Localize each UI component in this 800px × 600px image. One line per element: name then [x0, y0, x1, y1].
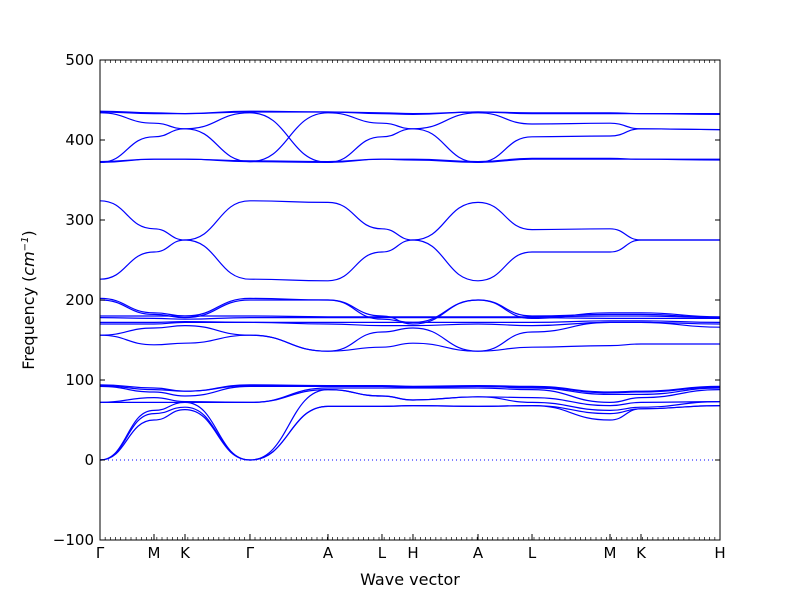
y-tick-label: 400 [65, 131, 94, 149]
band-branch-8 [100, 384, 720, 393]
y-axis-title-unit: cm [19, 251, 38, 275]
x-tick-label: H [407, 544, 418, 562]
y-tick-label: 500 [65, 51, 94, 69]
x-tick-label: L [528, 544, 537, 562]
x-tick-label: Γ [96, 544, 105, 562]
x-tick-label: Γ [246, 544, 255, 562]
band-branch-2 [100, 404, 720, 461]
band-branch-18 [100, 200, 720, 241]
band-branch-20 [100, 157, 720, 163]
band-branch-22 [100, 112, 720, 163]
band-branch-13 [100, 316, 720, 320]
x-tick-label: K [636, 544, 647, 562]
band-branch-9 [100, 334, 720, 352]
x-tick-label: A [473, 544, 484, 562]
band-branch-11 [100, 321, 720, 327]
series-layer [100, 110, 720, 461]
y-axis: −100 0 100 200 300 400 500 [53, 51, 720, 549]
x-tick-label: L [378, 544, 387, 562]
x-tick-label: H [714, 544, 725, 562]
y-tick-label: −100 [53, 531, 94, 549]
x-tick-label: A [323, 544, 334, 562]
y-tick-label: 100 [65, 371, 94, 389]
band-branch-12 [100, 320, 720, 324]
band-branch-4 [100, 388, 720, 407]
band-branch-16 [100, 297, 720, 324]
y-axis-title-prefix: Frequency ( [19, 276, 38, 370]
band-branch-5 [100, 387, 720, 404]
band-branch-24 [100, 110, 720, 115]
x-tick-label: M [604, 544, 617, 562]
x-tick-label: K [180, 544, 191, 562]
y-tick-label: 300 [65, 211, 94, 229]
y-axis-title-suffix: ) [19, 230, 38, 236]
x-tick-label: M [148, 544, 161, 562]
y-tick-label: 0 [84, 451, 94, 469]
y-axis-title: Frequency (cm−1) [19, 230, 38, 369]
y-axis-title-unit-exponent: −1 [20, 237, 31, 252]
y-tick-label: 200 [65, 291, 94, 309]
x-axis-title: Wave vector [360, 570, 460, 589]
